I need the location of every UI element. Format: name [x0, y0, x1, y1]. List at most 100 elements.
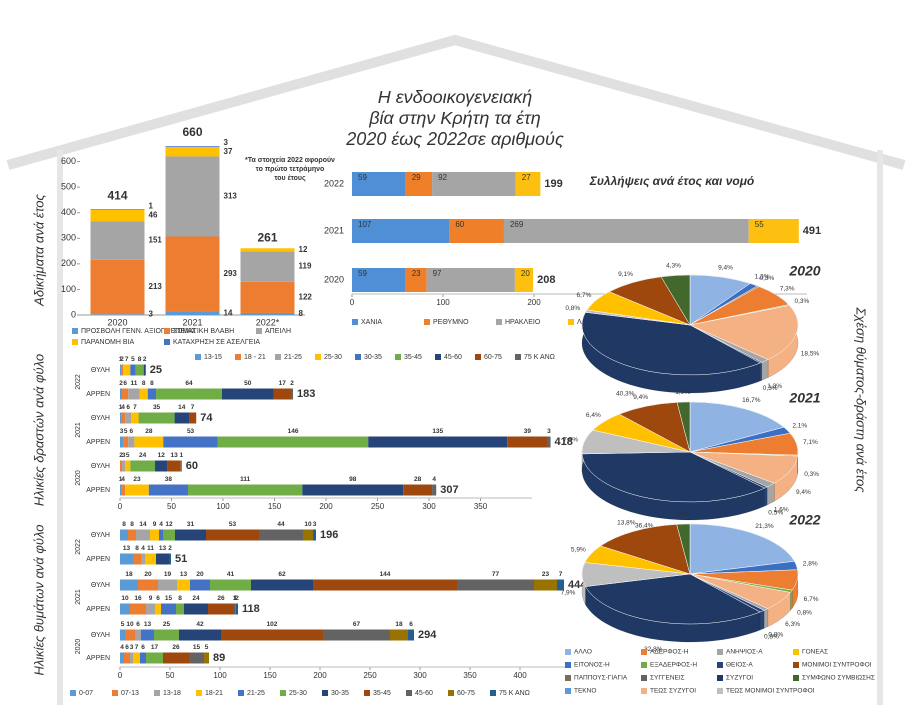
pie-slice	[585, 573, 761, 625]
value-label: 98	[349, 476, 357, 483]
value-label: 5	[205, 644, 209, 651]
value-label: 9	[153, 521, 157, 528]
x-tick-label: 2020	[107, 317, 127, 327]
bar-segment	[408, 629, 414, 641]
bar-segment	[138, 579, 158, 591]
note: του έτους	[274, 175, 306, 182]
pie-value-label: 0,3%	[804, 471, 819, 478]
group-label: 2021	[75, 589, 82, 605]
bar-segment	[514, 268, 534, 292]
value-label: 14	[178, 404, 186, 411]
pie-value-label: 0,3%	[794, 298, 809, 305]
legend-label: ΡΕΘΥΜΝΟ	[433, 319, 469, 326]
legend-swatch	[565, 662, 571, 668]
bar-segment	[165, 156, 220, 237]
bar-segment	[352, 172, 406, 196]
value-label: 1	[233, 595, 237, 602]
legend-label: 21-25	[247, 690, 265, 697]
pie-value-label: 6,7%	[577, 292, 592, 299]
bar-segment	[135, 364, 144, 376]
value-label: 2	[120, 356, 124, 363]
bar-segment	[515, 172, 541, 196]
legend-swatch	[515, 354, 521, 360]
pie-value-label: 1,9%	[675, 389, 690, 396]
pie-value-label: 9,1%	[618, 271, 633, 278]
bar-segment	[145, 553, 156, 565]
pie-value-label: 2,0%	[675, 511, 690, 518]
pie-value-label: 9,4%	[796, 489, 811, 496]
bar-segment	[313, 579, 457, 591]
bar-segment	[135, 629, 141, 641]
bar-segment	[204, 652, 209, 664]
legend-label: 30-35	[364, 354, 382, 361]
house-roof	[6, 34, 906, 170]
total-label: 660	[182, 125, 202, 139]
bar-segment	[426, 268, 515, 292]
legend-label: 18 - 21	[244, 354, 266, 361]
bar-segment	[240, 248, 295, 252]
value-label: 7	[133, 404, 137, 411]
chart-title: Σχέση θύματος-δράστη ανά έτος	[854, 306, 869, 493]
bar-segment	[534, 579, 557, 591]
value-label: 6	[409, 621, 413, 628]
value-label: 46	[149, 210, 158, 219]
pie-value-label: 0,8%	[565, 305, 580, 312]
legend-swatch	[235, 354, 241, 360]
value-label: 12	[158, 452, 166, 459]
bar-segment	[163, 529, 175, 541]
pie-title: 2020	[788, 263, 820, 279]
bar-segment	[141, 629, 154, 641]
value-label: 4	[159, 521, 163, 528]
legend-swatch	[112, 690, 118, 696]
x-tick-label: 50	[167, 502, 176, 511]
note: *Τα στοιχεία 2022 αφορούν	[245, 157, 335, 164]
bar-segment	[141, 553, 145, 565]
value-label: 24	[192, 595, 200, 602]
pie-value-label: 13,8%	[617, 520, 636, 527]
total-label: 414	[107, 188, 127, 202]
bar-segment	[323, 629, 390, 641]
bar-segment	[259, 529, 303, 541]
legend-label: ΠΡΟΣΒΟΛΗ ΓΕΝΝ. ΑΞΙΟΠΡΕΠΕΙΑΣ	[81, 328, 197, 335]
pie-value-label: 0,8%	[764, 633, 779, 640]
legend-label: ΜΟΝΙΜΟΙ ΣΥΝΤΡΟΦΟΙ	[802, 662, 872, 669]
total-label: 74	[200, 412, 213, 424]
bar-segment	[133, 652, 140, 664]
value-label: 4	[120, 644, 124, 651]
bar-segment	[189, 652, 204, 664]
legend-label: 60-75	[457, 690, 475, 697]
bar-segment	[123, 436, 129, 448]
bar-segment	[120, 603, 130, 615]
bar-segment	[273, 388, 291, 400]
value-label: 3	[130, 644, 134, 651]
value-label: 14	[224, 308, 233, 317]
bar-segment	[120, 553, 133, 565]
pie-value-label: 32,8%	[644, 646, 663, 653]
legend-label: 13-15	[204, 354, 222, 361]
bar-segment	[154, 629, 179, 641]
legend-swatch	[641, 675, 647, 681]
value-label: 55	[755, 220, 764, 229]
bar-segment	[130, 603, 146, 615]
legend-swatch	[406, 690, 412, 696]
bar-segment	[120, 412, 122, 424]
legend-swatch	[496, 319, 502, 325]
bar-segment	[449, 219, 504, 243]
y-tick-label: 400	[61, 207, 76, 217]
bar-segment	[90, 209, 145, 210]
legend-swatch	[424, 319, 430, 325]
legend-swatch	[195, 354, 201, 360]
value-label: 7	[191, 404, 195, 411]
value-label: 102	[267, 621, 278, 628]
x-tick-label: 300	[422, 502, 436, 511]
bar-segment	[90, 259, 145, 315]
category-label: ΘΥΛΗ	[91, 632, 110, 639]
category-label: ΘΥΛΗ	[91, 367, 110, 374]
value-label: 3	[120, 428, 124, 435]
value-label: 23	[542, 571, 550, 578]
bar-segment	[120, 484, 122, 496]
legend-swatch	[72, 339, 78, 345]
bar-segment	[313, 529, 316, 541]
value-label: 29	[412, 173, 421, 182]
legend-swatch	[565, 675, 571, 681]
